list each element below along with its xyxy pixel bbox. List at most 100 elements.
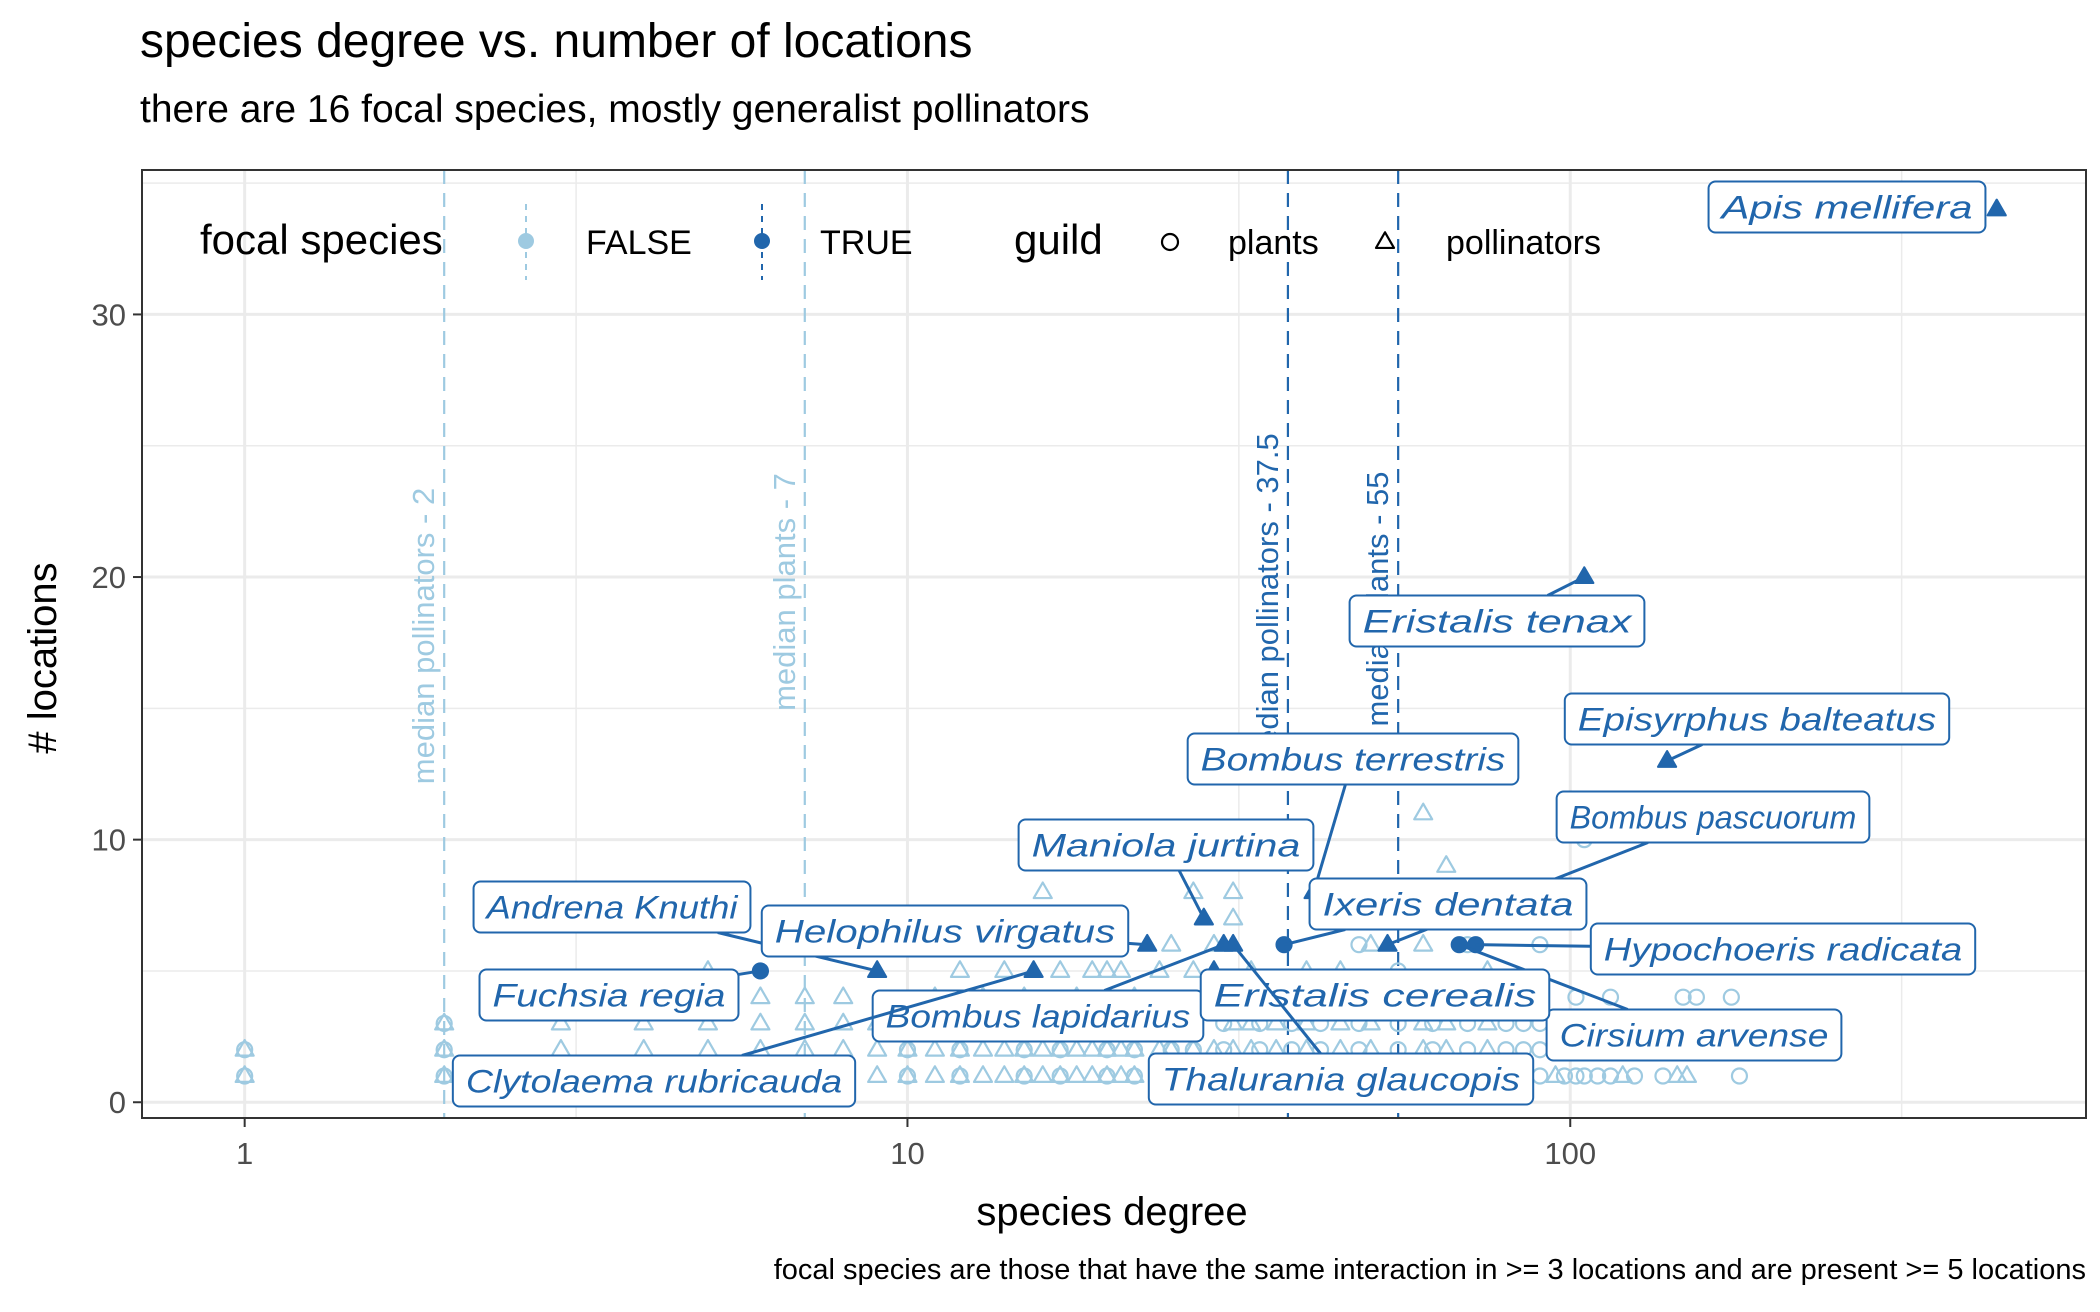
point-plant: [898, 1067, 917, 1085]
point-pollinator: [867, 1065, 888, 1084]
point-pollinator: [1110, 960, 1132, 978]
point-plant: [1051, 1067, 1069, 1085]
point-pollinator: [1413, 933, 1434, 952]
focal-label: Andrena Knuthi: [484, 890, 738, 926]
label-connector: [1312, 784, 1347, 893]
point-plant: [1125, 1067, 1144, 1085]
chart-caption: focal species are those that have the sa…: [773, 1254, 2086, 1286]
point-plant: [435, 1041, 453, 1059]
point-pollinator: [794, 986, 815, 1005]
y-axis-label: # locations: [21, 562, 65, 753]
point-pollinator: [1137, 933, 1158, 952]
legend-title-guild: guild: [1014, 216, 1103, 263]
median-label: median pollinators - 2: [406, 488, 441, 784]
point-pollinator: [1477, 1012, 1498, 1031]
point-pollinator: [750, 986, 771, 1005]
label-box: [1186, 732, 1520, 786]
legend-key-pollinators: [1374, 231, 1396, 250]
focal-label: Cirsium arvense: [1560, 1018, 1829, 1054]
point-pollinator: [994, 1038, 1015, 1057]
focal-label: Helophilus virgatus: [775, 914, 1116, 950]
point-pollinator: [949, 960, 971, 978]
focal-label: Episyrphus balteatus: [1578, 702, 1936, 738]
x-tick-label: 100: [1544, 1136, 1596, 1171]
focal-label: Fuchsia regia: [493, 978, 726, 1014]
point-plant: [236, 1067, 254, 1085]
point-pollinator: [1161, 933, 1182, 952]
focal-label: Maniola jurtina: [1032, 828, 1301, 864]
point-pollinator: [1082, 960, 1103, 978]
point-pollinator: [949, 1065, 971, 1084]
label-connector: [1231, 943, 1322, 1055]
point-pollinator: [550, 1012, 571, 1031]
point-pollinator: [1032, 1065, 1053, 1084]
point-pollinator: [633, 1012, 654, 1031]
legend-label-plants: plants: [1228, 224, 1319, 262]
legend-key-plants: [1160, 232, 1180, 252]
panel-border: [141, 169, 2087, 1119]
chart-title: species degree vs. number of locations: [140, 15, 973, 68]
point-pollinator: [794, 1012, 815, 1031]
label-connector: [741, 969, 1035, 1057]
point-plant: [1674, 988, 1692, 1006]
y-tick-label: 30: [92, 297, 126, 332]
median-lines: median pollinators - 2 median plants - 7 m…: [406, 170, 1400, 1118]
point-pollinator: [897, 1065, 918, 1084]
legend-label-false: FALSE: [586, 224, 692, 262]
point-pollinator: [1050, 1038, 1071, 1057]
focal-label: Bombus pascuorum: [1570, 800, 1857, 836]
point-pollinator: [1436, 1012, 1457, 1031]
point-pollinator: [1266, 1012, 1287, 1031]
label-connector: [1283, 928, 1346, 947]
legend: focal species FALSE TRUE guild plants po…: [200, 204, 1601, 280]
point-pollinator: [1014, 1065, 1035, 1084]
focal-label: Apis mellifera: [1719, 190, 1973, 226]
point-plant: [1687, 988, 1705, 1006]
label-connector: [1128, 941, 1148, 947]
point-pollinator: [1082, 1065, 1103, 1084]
point-plant: [1625, 1067, 1644, 1085]
focal-label: Eristalis tenax: [1363, 604, 1633, 640]
point-pollinator: [833, 986, 854, 1005]
focal-label: Thalurania glaucopis: [1162, 1062, 1520, 1098]
focal-label: Clytolaema rubricauda: [466, 1064, 842, 1100]
point-pollinator: [234, 1038, 255, 1057]
point-pollinator: [1676, 1065, 1698, 1084]
point-pollinator: [972, 1065, 994, 1084]
label-box: [451, 1054, 857, 1108]
legend-label-true: TRUE: [820, 224, 913, 262]
point-pollinator: [1096, 960, 1118, 978]
point-plant: [1601, 988, 1620, 1006]
point-pollinator: [1032, 1038, 1053, 1057]
point-pollinator: [1986, 198, 2007, 217]
point-pollinator: [434, 1038, 455, 1057]
point-pollinator: [1096, 1038, 1118, 1057]
point-pollinator: [1241, 1012, 1262, 1031]
x-tick-label: 1: [236, 1136, 253, 1171]
point-pollinator: [1014, 1038, 1035, 1057]
y-tick-label: 10: [92, 823, 126, 858]
point-pollinator: [1223, 907, 1244, 926]
point-pollinator: [1050, 1065, 1071, 1084]
point-pollinator: [434, 1012, 455, 1031]
point-pollinator: [1296, 1012, 1317, 1031]
point-plant: [435, 1067, 453, 1085]
label-connector: [738, 969, 761, 976]
point-pollinator: [1436, 855, 1457, 873]
point-pollinator: [1066, 1038, 1087, 1057]
point-pollinator: [1330, 1012, 1351, 1031]
point-plant: [951, 1067, 969, 1085]
point-plant: [1575, 1067, 1593, 1085]
point-pollinator: [1050, 960, 1071, 978]
label-connector: [1666, 743, 1703, 763]
focal-label: Eristalis cerealis: [1214, 978, 1537, 1014]
point-pollinator: [750, 1012, 771, 1031]
label-box: [1555, 790, 1871, 844]
label-box: [1199, 968, 1551, 1022]
point-plant: [1350, 936, 1368, 954]
label-box: [1348, 594, 1646, 648]
label-box: [1589, 922, 1977, 976]
point-pollinator: [924, 1038, 945, 1057]
point-pollinator: [1032, 881, 1053, 900]
